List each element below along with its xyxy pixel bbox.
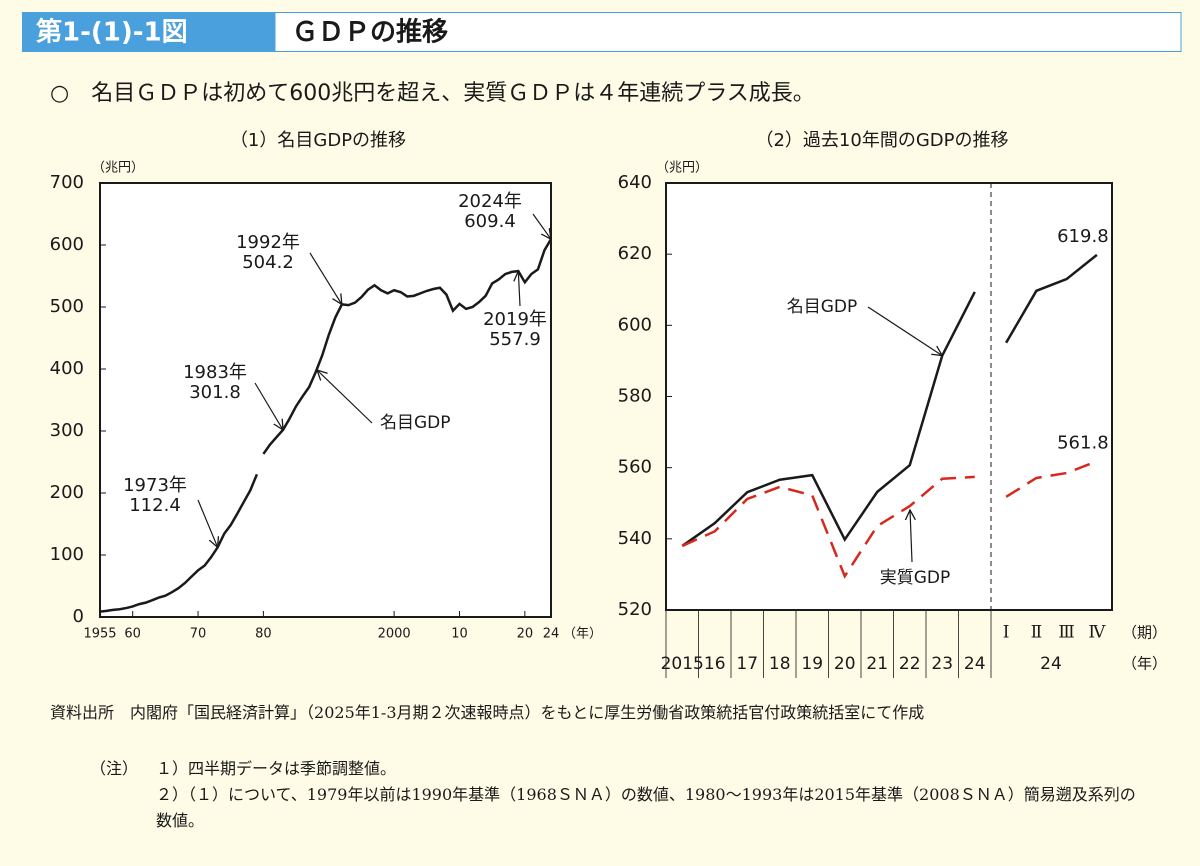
notes-label: （注） <box>90 759 139 778</box>
title-box <box>274 12 1182 52</box>
x-tick-label: 19 <box>801 654 823 674</box>
figure-title: ＧＤＰの推移 <box>292 18 448 48</box>
annotation-arrow <box>254 382 283 430</box>
x-tick-label: 24 <box>543 627 560 642</box>
y-tick-label: 540 <box>618 528 652 549</box>
line-series <box>262 238 553 455</box>
x-tick-label: 80 <box>255 627 272 642</box>
annotation-label: 2024年 <box>458 191 522 212</box>
chart-title: （2）過去10年間のGDPの推移 <box>755 130 1008 151</box>
annotation-arrow <box>518 271 520 307</box>
annotation-label: 1973年 <box>123 475 187 496</box>
y-tick-label: 700 <box>50 172 84 193</box>
y-tick-label: 620 <box>618 243 652 264</box>
x-tick-label: Ⅳ <box>1088 623 1106 643</box>
series-label: 実質GDP <box>880 568 951 588</box>
plot-area <box>99 182 552 618</box>
annotation-arrow <box>197 499 218 547</box>
note: ２）（１）について、1979年以前は1990年基準（1968ＳＮＡ）の数値、19… <box>156 785 1136 830</box>
x-tick-label: 70 <box>190 627 207 642</box>
line-series <box>681 475 975 579</box>
annotation-value: 504.2 <box>242 252 294 273</box>
group-unit: （年） <box>1122 655 1167 673</box>
x-tick-label: Ⅰ <box>1003 623 1010 643</box>
y-tick-label: 600 <box>50 234 84 255</box>
source: 資料出所 内閣府「国民経済計算」（2025年1-3月期２次速報時点）をもとに厚生… <box>50 700 1160 726</box>
plot-area <box>665 182 1113 611</box>
y-tick-label: 600 <box>618 314 652 335</box>
y-tick-label: 640 <box>618 172 652 193</box>
x-tick-label: Ⅲ <box>1058 623 1074 643</box>
line-series <box>1005 460 1098 498</box>
annotation-value: 609.4 <box>464 211 516 232</box>
x-tick-label: 1955 <box>83 627 116 642</box>
annotation-label: 1983年 <box>183 362 247 383</box>
annotation-arrow <box>910 510 912 563</box>
x-tick-label: 18 <box>769 654 791 674</box>
y-unit: （兆円） <box>656 161 708 176</box>
note: １）四半期データは季節調整値。 <box>156 759 397 778</box>
annotation-label: 1992年 <box>236 232 300 253</box>
x-tick-label: 20 <box>834 654 856 674</box>
x-tick-label: Ⅱ <box>1031 623 1043 643</box>
x-tick-label: 17 <box>736 654 758 674</box>
y-tick-label: 560 <box>618 457 652 478</box>
data-label: 561.8 <box>1057 432 1109 453</box>
y-unit: （兆円） <box>92 161 144 176</box>
x-tick-label: 16 <box>704 654 726 674</box>
summary: ○ 名目ＧＤＰは初めて600兆円を超え、実質ＧＤＰは４年連続プラス成長。 <box>50 81 815 106</box>
y-tick-label: 200 <box>50 482 84 503</box>
y-tick-label: 0 <box>73 606 84 627</box>
series-label: 名目GDP <box>380 413 451 433</box>
annotation-value: 112.4 <box>129 495 181 516</box>
annotation-arrow <box>309 252 342 304</box>
y-tick-label: 100 <box>50 544 84 565</box>
figure-number: 第1-(1)-1図 <box>36 17 188 48</box>
x-tick-label: 23 <box>931 654 953 674</box>
y-tick-label: 580 <box>618 386 652 407</box>
data-label: 619.8 <box>1057 226 1109 247</box>
annotation-arrow <box>867 306 942 356</box>
x-tick-label: 20 <box>517 627 534 642</box>
x-tick-label: 22 <box>899 654 921 674</box>
category-unit: （期） <box>1122 624 1167 642</box>
annotation-label: 2019年 <box>483 309 547 330</box>
group-label: 24 <box>1040 654 1062 674</box>
x-tick-label: 60 <box>124 627 141 642</box>
annotation-value: 301.8 <box>189 382 241 403</box>
y-tick-label: 520 <box>618 599 652 620</box>
line-series <box>99 473 259 613</box>
source-label: 資料出所 <box>50 703 115 722</box>
chart-title: （1）名目GDPの推移 <box>230 130 406 151</box>
annotation-arrow <box>532 213 551 239</box>
line-series <box>681 291 976 547</box>
source-text: 内閣府「国民経済計算」（2025年1-3月期２次速報時点）をもとに厚生労働省政策… <box>130 703 925 722</box>
x-tick-label: 10 <box>451 627 468 642</box>
figure-number-box <box>22 12 275 52</box>
line-series <box>1005 253 1098 344</box>
x-unit: （年） <box>563 627 602 642</box>
x-tick-label: 21 <box>866 654 888 674</box>
annotation-arrow <box>317 370 373 424</box>
series-label: 名目GDP <box>787 297 858 317</box>
x-tick-label: 24 <box>964 654 986 674</box>
x-tick-label: 2000 <box>378 627 411 642</box>
y-tick-label: 400 <box>50 358 84 379</box>
marks: 0 100 200 300 400 500 600 700 1955 60 70 80 2000 10 20… <box>50 172 1109 678</box>
y-tick-label: 500 <box>50 296 84 317</box>
y-tick-label: 300 <box>50 420 84 441</box>
annotation-value: 557.9 <box>489 329 541 350</box>
x-tick-label: 2015 <box>661 654 704 674</box>
